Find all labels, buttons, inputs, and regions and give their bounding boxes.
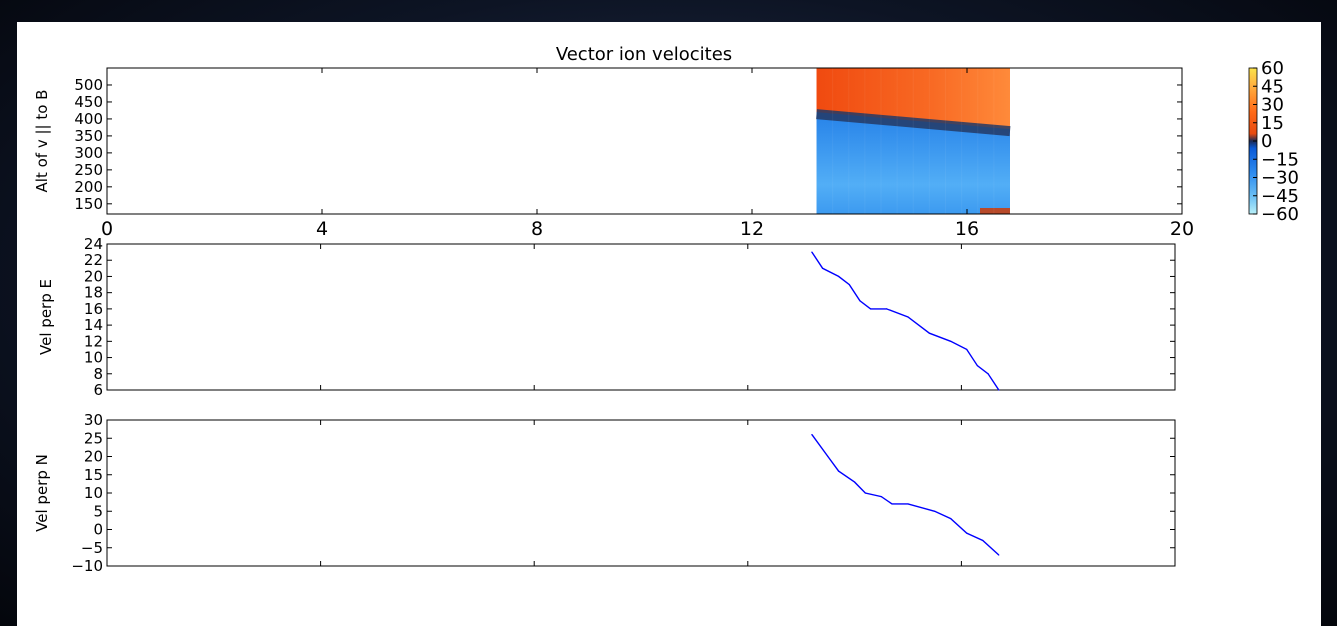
chart-title: Vector ion velocites bbox=[556, 44, 732, 65]
vel-perp-e-data-point bbox=[928, 332, 930, 334]
vel-perp-n-ytick-label: 15 bbox=[84, 466, 103, 484]
colorbar-tick-label: 0 bbox=[1261, 131, 1272, 152]
vel-perp-n-data-point bbox=[982, 539, 984, 542]
vel-perp-n-data-point bbox=[811, 434, 813, 436]
vel-perp-e-data-point bbox=[811, 251, 813, 253]
heatmap-xtick-label: 0 bbox=[101, 218, 113, 240]
vel-perp-e-data-point bbox=[870, 308, 872, 310]
colorbar-tick-label: 45 bbox=[1261, 76, 1284, 97]
colorbar-tick-label: −60 bbox=[1261, 204, 1299, 225]
vel-perp-e-ylabel: Vel perp E bbox=[37, 279, 55, 355]
vel-perp-n-data-point bbox=[864, 492, 866, 494]
vel-perp-n-data-point bbox=[934, 510, 936, 512]
vel-perp-n-data-point bbox=[837, 470, 840, 472]
vel-perp-e-data-point bbox=[966, 348, 968, 351]
vel-perp-e-ytick-label: 10 bbox=[84, 349, 103, 367]
vel-perp-n-line bbox=[811, 434, 1000, 556]
vel-perp-e-ytick-label: 20 bbox=[84, 267, 103, 285]
figure-frame: Vector ion velocites 150 200 250 300 350 400 4… bbox=[17, 22, 1321, 626]
vel-perp-e-ytick-label: 18 bbox=[84, 284, 103, 302]
vel-perp-n-ytick-label: 20 bbox=[84, 448, 103, 466]
heatmap-xtick-label: 20 bbox=[1170, 218, 1194, 240]
vel-perp-n-ytick-label: 10 bbox=[84, 484, 103, 502]
colorbar-tick-label: −15 bbox=[1261, 149, 1299, 170]
vel-perp-n-data-point bbox=[966, 532, 968, 534]
heatmap-axes-box bbox=[106, 67, 1183, 215]
vel-perp-n-data-point bbox=[907, 503, 909, 505]
vel-perp-e-ytick-label: 14 bbox=[84, 316, 103, 334]
vel-perp-e-data-point bbox=[821, 267, 824, 269]
vel-perp-e-ytick-label: 6 bbox=[93, 381, 103, 399]
vel-perp-e-ytick-label: 12 bbox=[84, 332, 103, 350]
heatmap-ytick-label: 150 bbox=[74, 195, 103, 213]
vel-perp-n-axes-box bbox=[106, 419, 1176, 567]
vel-perp-e-ytick-label: 16 bbox=[84, 300, 103, 318]
colorbar-tick-label: 60 bbox=[1261, 58, 1284, 79]
vel-perp-e-data-point bbox=[886, 308, 888, 310]
vel-perp-n-data-point bbox=[880, 496, 882, 498]
vel-perp-n-ytick-label: −10 bbox=[71, 557, 103, 575]
heatmap-ytick-label: 200 bbox=[74, 178, 103, 196]
heatmap-ytick-label: 500 bbox=[74, 76, 103, 94]
vel-perp-e-axes-box bbox=[106, 243, 1176, 391]
colorbar-tick-label: 15 bbox=[1261, 113, 1284, 134]
vel-perp-e-line bbox=[811, 251, 1000, 391]
vel-perp-e-ytick-label: 24 bbox=[84, 235, 103, 253]
vel-perp-n-ytick-label: 0 bbox=[93, 521, 103, 539]
heatmap-ytick-label: 450 bbox=[74, 93, 103, 111]
vel-perp-e-data-point bbox=[976, 365, 979, 367]
colorbar-tick-label: −45 bbox=[1261, 186, 1299, 207]
vel-perp-n-ytick-label: 25 bbox=[84, 429, 103, 447]
heatmap-bottom-corner bbox=[980, 208, 1010, 214]
vel-perp-e-data-point bbox=[859, 300, 861, 302]
heatmap-xtick-label: 16 bbox=[955, 218, 979, 240]
vel-perp-e-data-point bbox=[987, 373, 989, 375]
vel-perp-n-data-point bbox=[854, 481, 856, 483]
heatmap-boundary-band bbox=[816, 109, 1011, 137]
vel-perp-n-data-point bbox=[998, 554, 1000, 556]
vel-perp-e-ytick-label: 8 bbox=[93, 365, 103, 383]
vel-perp-e-data-point bbox=[907, 316, 909, 318]
vel-perp-e-data-point bbox=[837, 275, 840, 278]
vel-perp-n-data-point bbox=[950, 517, 952, 520]
vel-perp-n-ylabel: Vel perp N bbox=[33, 454, 51, 532]
vel-perp-e-ytick-label: 22 bbox=[84, 251, 103, 269]
heatmap-ytick-label: 400 bbox=[74, 110, 103, 128]
vel-perp-e-data-point bbox=[998, 389, 1000, 391]
vel-perp-e-data-point bbox=[848, 283, 850, 286]
heatmap-ytick-label: 300 bbox=[74, 144, 103, 162]
colorbar-tick-label: −30 bbox=[1261, 168, 1299, 189]
vel-perp-n-ytick-label: 5 bbox=[93, 502, 103, 520]
heatmap-xtick-label: 8 bbox=[531, 218, 543, 240]
heatmap-ytick-label: 250 bbox=[74, 161, 103, 179]
colorbar-tick-label: 30 bbox=[1261, 95, 1284, 116]
vel-perp-n-data-point bbox=[827, 455, 829, 458]
vel-perp-n-ytick-label: −5 bbox=[81, 539, 103, 557]
vel-perp-e-data-point bbox=[950, 340, 952, 342]
heatmap-xtick-label: 4 bbox=[316, 218, 328, 240]
heatmap-xtick-label: 12 bbox=[740, 218, 764, 240]
heatmap-ytick-label: 350 bbox=[74, 127, 103, 145]
heatmap-image bbox=[816, 68, 1011, 214]
vel-perp-n-data-point bbox=[891, 503, 893, 505]
heatmap-ylabel: Alt of v || to B bbox=[33, 90, 51, 193]
vel-perp-n-ytick-label: 30 bbox=[84, 411, 103, 429]
figure-canvas: Vector ion velocites 1502002503003504004… bbox=[33, 44, 1299, 575]
